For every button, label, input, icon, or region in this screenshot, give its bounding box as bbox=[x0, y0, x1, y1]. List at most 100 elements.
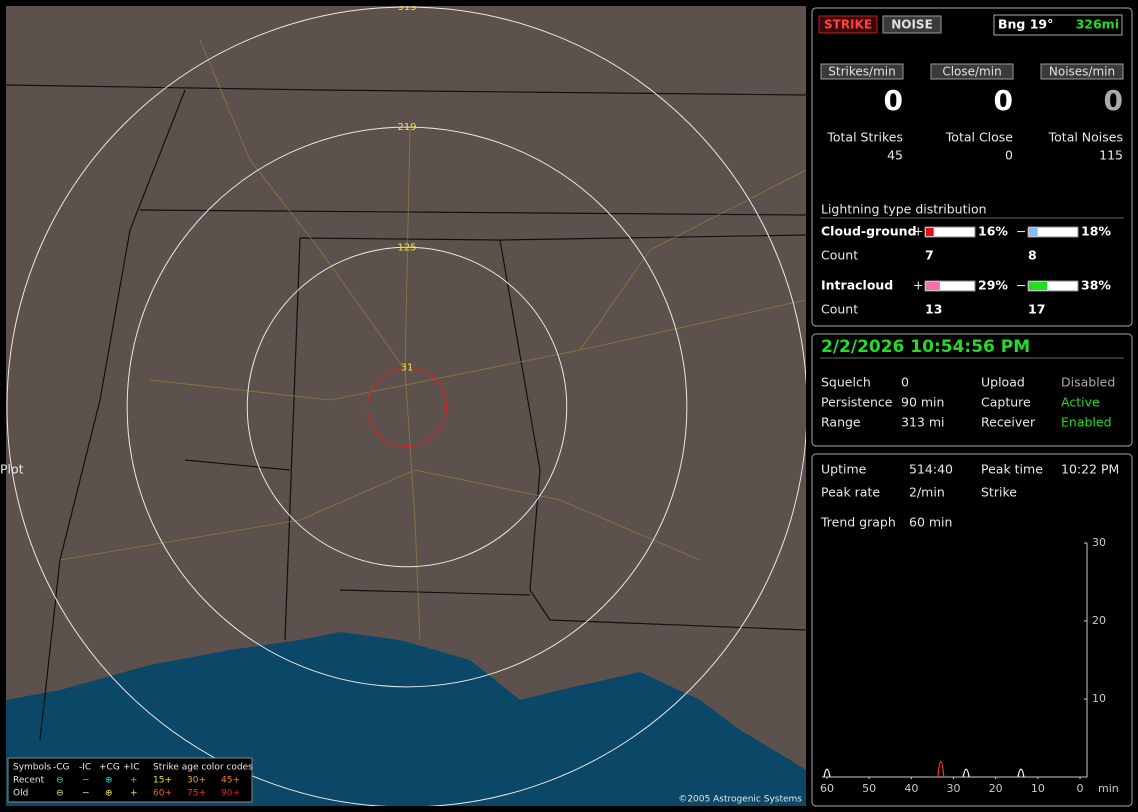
status-value: 313 mi bbox=[901, 415, 944, 430]
info-label: Plot bbox=[0, 462, 24, 477]
info-value: 2/min bbox=[909, 485, 945, 500]
rate-label: Noises/min bbox=[1049, 65, 1115, 79]
distance: 326mi bbox=[1076, 17, 1119, 32]
svg-text:⊖: ⊖ bbox=[56, 789, 64, 799]
x-tick-label: 50 bbox=[862, 782, 876, 795]
type-name: Intracloud bbox=[821, 278, 893, 293]
legend-age-label: Strike age color codes bbox=[153, 763, 253, 773]
x-tick-label: 10 bbox=[1031, 782, 1045, 795]
status-value: 90 min bbox=[901, 395, 944, 410]
trend-panel bbox=[811, 453, 1133, 807]
svg-text:⊕: ⊕ bbox=[105, 789, 113, 799]
sign: + bbox=[913, 224, 923, 239]
bar-track bbox=[1027, 280, 1079, 292]
bearing: Bng 19° bbox=[998, 17, 1053, 32]
range-ring bbox=[366, 366, 448, 448]
percent: 16% bbox=[978, 224, 1008, 239]
noise-button[interactable] bbox=[882, 15, 942, 34]
svg-text:+: + bbox=[130, 776, 138, 786]
info-label: Peak time bbox=[981, 462, 1043, 477]
distribution: Cloud-ground Count + 16% 7 − 18% 8 Intracloud Cou… bbox=[821, 224, 1111, 317]
x-tick-label: 60 bbox=[820, 782, 834, 795]
map: 31 125 219 313 bbox=[6, 2, 806, 806]
state-borders bbox=[6, 84, 806, 741]
noise-button-label: NOISE bbox=[891, 18, 933, 32]
x-tick-label: 0 bbox=[1077, 782, 1084, 795]
info-value: 514:40 bbox=[909, 462, 953, 477]
info-label: Uptime bbox=[821, 462, 867, 477]
strike-button[interactable] bbox=[818, 15, 878, 34]
x-tick-label: 40 bbox=[904, 782, 918, 795]
y-tick-label: 20 bbox=[1092, 614, 1106, 627]
range-ring bbox=[126, 126, 688, 688]
bar-track bbox=[924, 226, 976, 238]
spike bbox=[823, 768, 831, 778]
bar-track bbox=[924, 280, 976, 292]
rate-value: 0 bbox=[994, 84, 1013, 117]
status-label: Range bbox=[821, 415, 861, 430]
svg-text:−: − bbox=[82, 776, 90, 786]
stats-panel bbox=[811, 7, 1133, 327]
copyright: ©2005 Astrogenic Systems bbox=[678, 795, 802, 805]
legend-row-label: Old bbox=[13, 789, 28, 799]
rate-button[interactable] bbox=[1040, 63, 1124, 80]
rate-value: 0 bbox=[1104, 84, 1123, 117]
range-rings: 31 125 219 313 bbox=[6, 2, 806, 806]
strike-button-label: STRIKE bbox=[824, 18, 872, 32]
x-tick-label: 20 bbox=[989, 782, 1003, 795]
legend-symbol-name: -CG bbox=[53, 763, 70, 773]
rate-label: Strikes/min bbox=[828, 65, 895, 79]
rate-value: 0 bbox=[884, 84, 903, 117]
status-panel bbox=[811, 333, 1133, 447]
status-label: Upload bbox=[981, 375, 1025, 390]
rate-button[interactable] bbox=[930, 63, 1014, 80]
legend-symbol-name: +CG bbox=[99, 763, 120, 773]
count: 8 bbox=[1028, 248, 1037, 263]
y-tick-label: 30 bbox=[1092, 536, 1106, 549]
sign: − bbox=[1016, 278, 1026, 293]
percent: 38% bbox=[1081, 278, 1111, 293]
type-name: Cloud-ground bbox=[821, 224, 917, 239]
bar bbox=[1029, 282, 1048, 290]
total-label: Total Noises bbox=[1048, 130, 1123, 145]
range-ring bbox=[246, 246, 568, 568]
info-label: Strike bbox=[981, 485, 1017, 500]
trend-window: 60 min bbox=[909, 515, 952, 530]
info-rows: Uptime 514:40 Peak time 10:22 PM Plot Peak ra… bbox=[0, 462, 1119, 500]
x-tick-label: 30 bbox=[947, 782, 961, 795]
total-label: Total Close bbox=[945, 130, 1014, 145]
count: 13 bbox=[925, 302, 942, 317]
count-label: Count bbox=[821, 248, 858, 263]
legend-age: 90+ bbox=[221, 789, 240, 799]
status-label: Persistence bbox=[821, 395, 893, 410]
status-value: Disabled bbox=[1061, 375, 1115, 390]
count-label: Count bbox=[821, 302, 858, 317]
percent: 18% bbox=[1081, 224, 1111, 239]
rate-label: Close/min bbox=[942, 65, 1001, 79]
bar bbox=[1029, 228, 1038, 236]
total-value: 45 bbox=[887, 148, 903, 163]
y-tick-label: 10 bbox=[1092, 692, 1106, 705]
svg-text:⊕: ⊕ bbox=[105, 776, 113, 786]
status-value: 0 bbox=[901, 375, 909, 390]
info-value: 10:22 PM bbox=[1061, 462, 1119, 477]
rate-button[interactable] bbox=[820, 63, 904, 80]
count: 7 bbox=[925, 248, 934, 263]
ring-label: 125 bbox=[397, 242, 416, 253]
trend-graph: 10 20 30 60 50 40 30 20 10 0 min bbox=[820, 536, 1119, 795]
legend-age: 45+ bbox=[221, 776, 240, 786]
spike bbox=[1017, 768, 1025, 778]
status-value: Enabled bbox=[1061, 415, 1112, 430]
roads bbox=[59, 39, 806, 641]
ring-label: 31 bbox=[401, 362, 414, 373]
ring-label: 313 bbox=[397, 2, 416, 13]
total-label: Total Strikes bbox=[826, 130, 903, 145]
legend-symbol-name: +IC bbox=[123, 763, 139, 773]
status-label: Capture bbox=[981, 395, 1031, 410]
bar-track bbox=[1027, 226, 1079, 238]
legend-age: 15+ bbox=[153, 776, 172, 786]
bar bbox=[926, 228, 934, 236]
x-unit: min bbox=[1098, 782, 1119, 795]
legend-symbols: ⊖ − ⊕ + ⊖ − ⊕ + bbox=[56, 776, 138, 799]
